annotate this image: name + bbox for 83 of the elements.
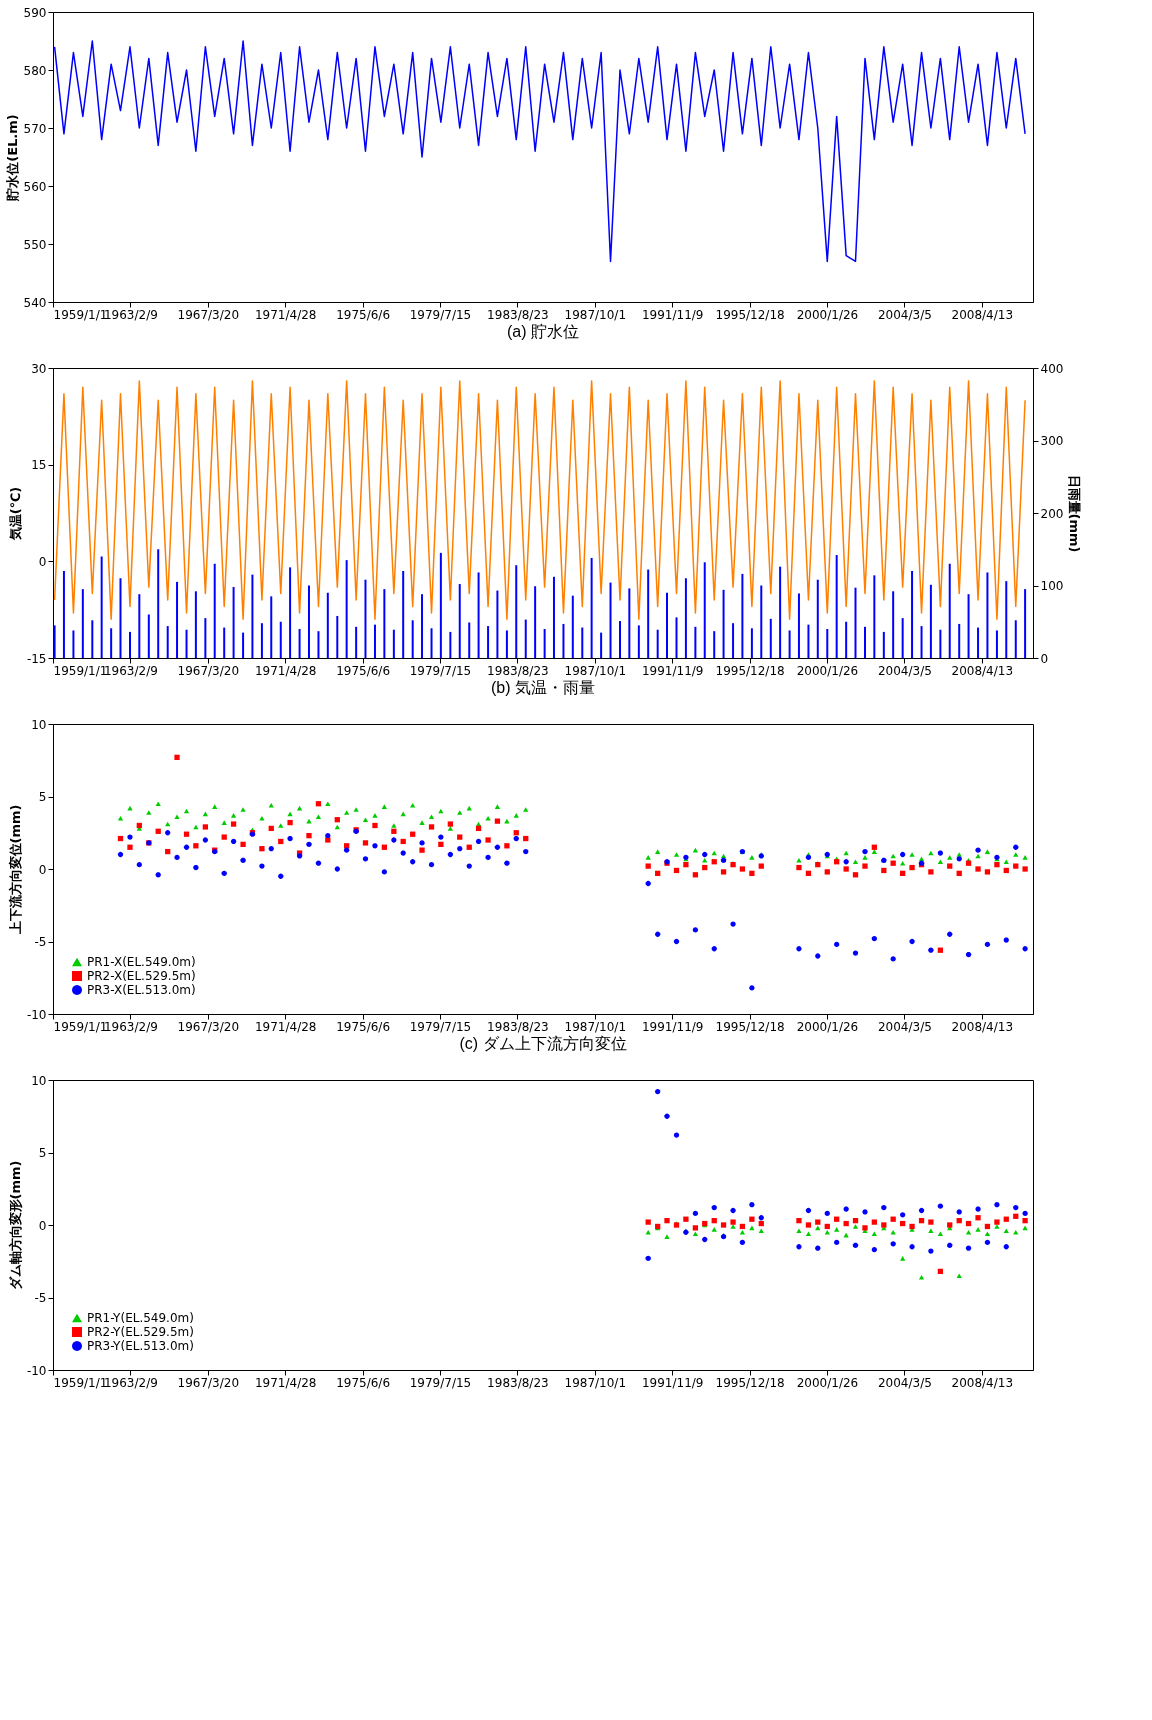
x-tick-label: 1991/11/9 <box>641 307 704 322</box>
y-tick-label: 590 <box>23 5 47 20</box>
x-tick-label: 2008/4/13 <box>951 663 1014 678</box>
text: (b) 気温・雨量 <box>491 679 595 696</box>
x-tick-label: 1991/11/9 <box>641 1375 704 1390</box>
y-tick-label: 0 <box>38 1218 47 1233</box>
y2-axis-title: 日雨量(mm) <box>1067 474 1083 553</box>
y-tick-label: 5 <box>38 790 47 804</box>
x-tick-label: 2004/3/5 <box>877 307 932 322</box>
x-tick-label: 1967/3/20 <box>177 663 240 678</box>
x-tick-label: 1971/4/28 <box>254 1019 317 1034</box>
x-tick-label: 1991/11/9 <box>641 663 704 678</box>
y-axis-title: 上下流方向変位(mm) <box>7 804 23 936</box>
y-tick-label: -10 <box>26 1007 47 1022</box>
y-axis-title: 貯水位(EL.m) <box>4 114 20 202</box>
x-tick-label: 1983/8/23 <box>487 1019 549 1034</box>
x-tick-label: 1983/8/23 <box>487 1375 549 1390</box>
x-tick-label: 1975/6/6 <box>336 1375 391 1390</box>
legend-label: PR3-Y(EL.513.0m) <box>87 1339 194 1353</box>
x-tick-label: 1991/11/9 <box>641 1019 704 1034</box>
legend-label: PR1-Y(EL.549.0m) <box>87 1311 194 1325</box>
y-tick-label: 570 <box>23 121 47 136</box>
x-tick-label: 2000/1/26 <box>796 663 859 678</box>
x-tick-label: 1979/7/15 <box>409 1375 472 1390</box>
y-axis-title: ダム軸方向変形(mm) <box>7 1160 23 1291</box>
x-tick-label: 1967/3/20 <box>177 307 240 322</box>
y-tick-label: 5 <box>38 1146 47 1160</box>
y-tick-label: 10 <box>31 717 47 732</box>
x-tick-label: 2004/3/5 <box>877 1375 932 1390</box>
y-tick-label: -15 <box>26 651 47 666</box>
x-tick-label: 1983/8/23 <box>487 663 549 678</box>
x-tick-label: 1995/12/18 <box>715 307 785 322</box>
legend-label: PR2-X(EL.529.5m) <box>87 969 196 983</box>
legend-label: PR3-X(EL.513.0m) <box>87 983 196 997</box>
x-tick-label: 2000/1/26 <box>796 1375 859 1390</box>
y-tick-label: 580 <box>23 63 47 78</box>
x-tick-label: 1987/10/1 <box>564 1019 627 1034</box>
x-tick-label: 1979/7/15 <box>409 307 472 322</box>
x-tick-label: 1987/10/1 <box>564 307 627 322</box>
y2-tick-label: 0 <box>1040 651 1049 666</box>
x-tick-label: 1971/4/28 <box>254 1375 317 1390</box>
legend-label: PR2-Y(EL.529.5m) <box>87 1325 194 1339</box>
x-tick-label: 1971/4/28 <box>254 663 317 678</box>
x-tick-label: 1979/7/15 <box>409 1019 472 1034</box>
y-axis-title: 気温(℃) <box>7 486 23 542</box>
x-tick-label: 1995/12/18 <box>715 1019 785 1034</box>
text: (c) ダム上下流方向変位 <box>459 1035 627 1052</box>
x-tick-label: 1995/12/18 <box>715 663 785 678</box>
y-tick-label: -5 <box>34 935 47 949</box>
x-tick-label: 1987/10/1 <box>564 1375 627 1390</box>
y2-tick-label: 200 <box>1040 506 1064 521</box>
y-tick-label: 0 <box>38 862 47 877</box>
x-tick-label: 1983/8/23 <box>487 307 549 322</box>
y-tick-label: 30 <box>31 361 47 376</box>
y2-tick-label: 400 <box>1040 361 1064 376</box>
y-tick-label: 0 <box>38 554 47 569</box>
y-tick-label: 540 <box>23 295 47 310</box>
y-tick-label: -10 <box>26 1363 47 1378</box>
x-tick-label: 2008/4/13 <box>951 1019 1014 1034</box>
x-tick-label: 1975/6/6 <box>336 307 391 322</box>
y-tick-label: 15 <box>31 458 47 473</box>
x-tick-label: 1967/3/20 <box>177 1375 240 1390</box>
x-tick-label: 1975/6/6 <box>336 1019 391 1034</box>
y-tick-label: 10 <box>31 1073 47 1088</box>
x-tick-label: 2000/1/26 <box>796 1019 859 1034</box>
text: (a) 貯水位 <box>507 323 579 340</box>
x-tick-label: 2004/3/5 <box>877 1019 932 1034</box>
x-tick-label: 1975/6/6 <box>336 663 391 678</box>
x-tick-label: 2008/4/13 <box>951 1375 1014 1390</box>
x-tick-label: 1971/4/28 <box>254 307 317 322</box>
x-tick-label: 1967/3/20 <box>177 1019 240 1034</box>
x-tick-label: 1995/12/18 <box>715 1375 785 1390</box>
y-tick-label: -5 <box>34 1291 47 1305</box>
x-tick-label: 2004/3/5 <box>877 663 932 678</box>
y-tick-label: 560 <box>23 179 47 194</box>
x-tick-label: 1987/10/1 <box>564 663 627 678</box>
legend-label: PR1-X(EL.549.0m) <box>87 955 196 969</box>
x-tick-label: 2000/1/26 <box>796 307 859 322</box>
y2-tick-label: 300 <box>1040 434 1064 448</box>
x-tick-label: 1979/7/15 <box>409 663 472 678</box>
y-tick-label: 550 <box>23 237 47 252</box>
x-tick-label: 2008/4/13 <box>951 307 1014 322</box>
y2-tick-label: 100 <box>1040 579 1064 593</box>
